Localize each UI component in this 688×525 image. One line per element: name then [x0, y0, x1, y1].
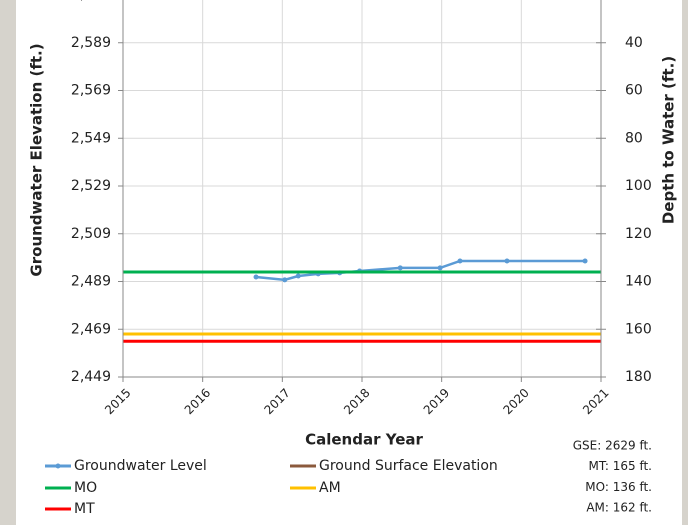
y2-tick-label: 120: [625, 226, 652, 242]
y-tick-label: 2,489: [71, 274, 111, 290]
y2-tick-label: 40: [625, 35, 643, 51]
legend-label: MO: [74, 480, 97, 496]
y-tick-label: 2,609: [71, 0, 111, 3]
y-axis-title: Groundwater Elevation (ft.): [28, 43, 46, 276]
x-axis-title: Calendar Year: [305, 431, 423, 449]
y2-tick-label: 140: [625, 274, 652, 290]
legend-label: MT: [74, 501, 95, 517]
chart: Groundwater Elevation (ft.) Depth to Wat…: [0, 0, 688, 525]
data-point: [457, 258, 462, 263]
y-tick-label: 2,529: [71, 178, 111, 194]
data-point: [398, 265, 403, 270]
y-tick-label: 2,549: [71, 130, 111, 146]
legend-label: Groundwater Level: [74, 458, 207, 474]
y-tick-label: 2,589: [71, 35, 111, 51]
y2-tick-label: 20: [625, 0, 643, 3]
data-point: [438, 265, 443, 270]
y2-tick-label: 180: [625, 369, 652, 385]
data-point: [583, 258, 588, 263]
data-point: [296, 274, 301, 279]
annotation: GSE: 2629 ft.: [573, 439, 652, 453]
y2-axis-title: Depth to Water (ft.): [660, 56, 678, 224]
legend-marker: [56, 464, 61, 469]
page: Groundwater Elevation (ft.) Depth to Wat…: [0, 0, 688, 525]
y-tick-label: 2,449: [71, 369, 111, 385]
y2-tick-label: 100: [625, 178, 652, 194]
legend-label: Ground Surface Elevation: [319, 458, 498, 474]
legend-label: AM: [319, 480, 341, 496]
annotation: MO: 136 ft.: [585, 480, 652, 494]
data-point: [282, 277, 287, 282]
y2-tick-label: 160: [625, 321, 652, 337]
y2-tick-label: 60: [625, 83, 643, 99]
y-tick-label: 2,509: [71, 226, 111, 242]
y-tick-label: 2,469: [71, 321, 111, 337]
y2-tick-label: 80: [625, 130, 643, 146]
annotation: AM: 162 ft.: [586, 501, 652, 515]
annotation: MT: 165 ft.: [589, 459, 652, 473]
y-tick-label: 2,569: [71, 83, 111, 99]
data-point: [254, 274, 259, 279]
data-point: [504, 258, 509, 263]
